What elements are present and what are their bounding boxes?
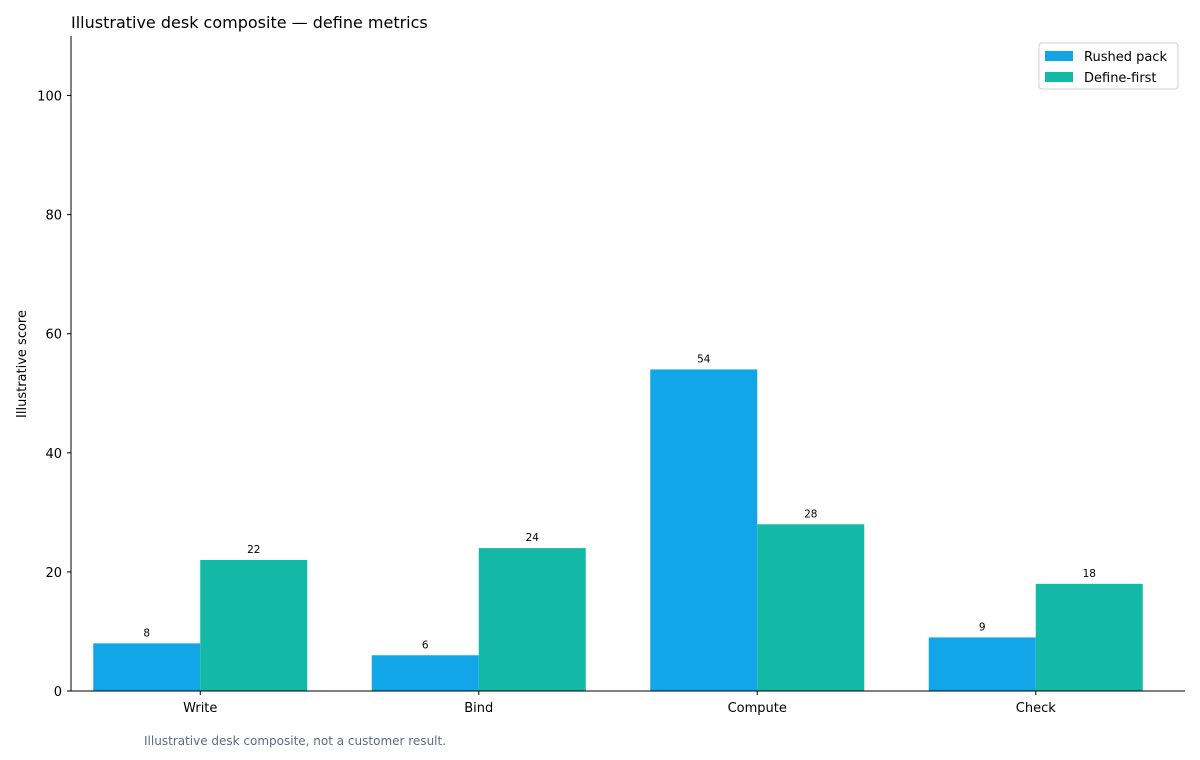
y-tick-label: 100 [37,90,62,105]
y-axis-label: Illustrative score [15,310,30,418]
y-tick-label: 80 [45,209,62,224]
x-tick-label: Bind [464,701,493,716]
x-tick-label: Compute [728,701,787,716]
data-label: 22 [247,544,260,556]
bar-rushed-pack-bind [371,655,479,691]
legend-label: Define-first [1084,71,1157,86]
data-label: 6 [422,639,429,651]
legend-swatch [1045,51,1073,61]
bar-define-first-write [200,560,308,691]
bar-rushed-pack-compute [650,369,758,691]
y-tick-label: 40 [45,447,62,462]
data-label: 9 [979,621,986,633]
footnote: Illustrative desk composite, not a custo… [144,734,446,748]
legend-frame [1038,42,1179,90]
plot-area: 8 22 Write 6 24 Bind 54 28 Compute 9 18 Check 0 20 40 6… [37,36,1185,716]
data-label: 24 [526,532,540,544]
bar-rushed-pack-check [928,637,1036,691]
y-tick-label: 20 [45,566,62,581]
chart-title: Illustrative desk composite — define met… [71,13,428,32]
y-tick-label: 0 [54,685,62,700]
legend-swatch [1045,72,1073,82]
legend: Rushed pack Define-first [1038,42,1179,90]
bar-define-first-bind [478,548,586,691]
bar-define-first-check [1035,583,1143,691]
data-label: 54 [697,353,711,365]
y-tick-label: 60 [45,328,62,343]
bar-define-first-compute [757,524,865,691]
legend-label: Rushed pack [1084,50,1167,65]
data-label: 28 [804,508,817,520]
data-label: 8 [143,627,150,639]
x-tick-label: Check [1016,701,1056,716]
x-tick-label: Write [183,701,217,716]
data-label: 18 [1083,568,1096,580]
bar-rushed-pack-write [93,643,201,691]
